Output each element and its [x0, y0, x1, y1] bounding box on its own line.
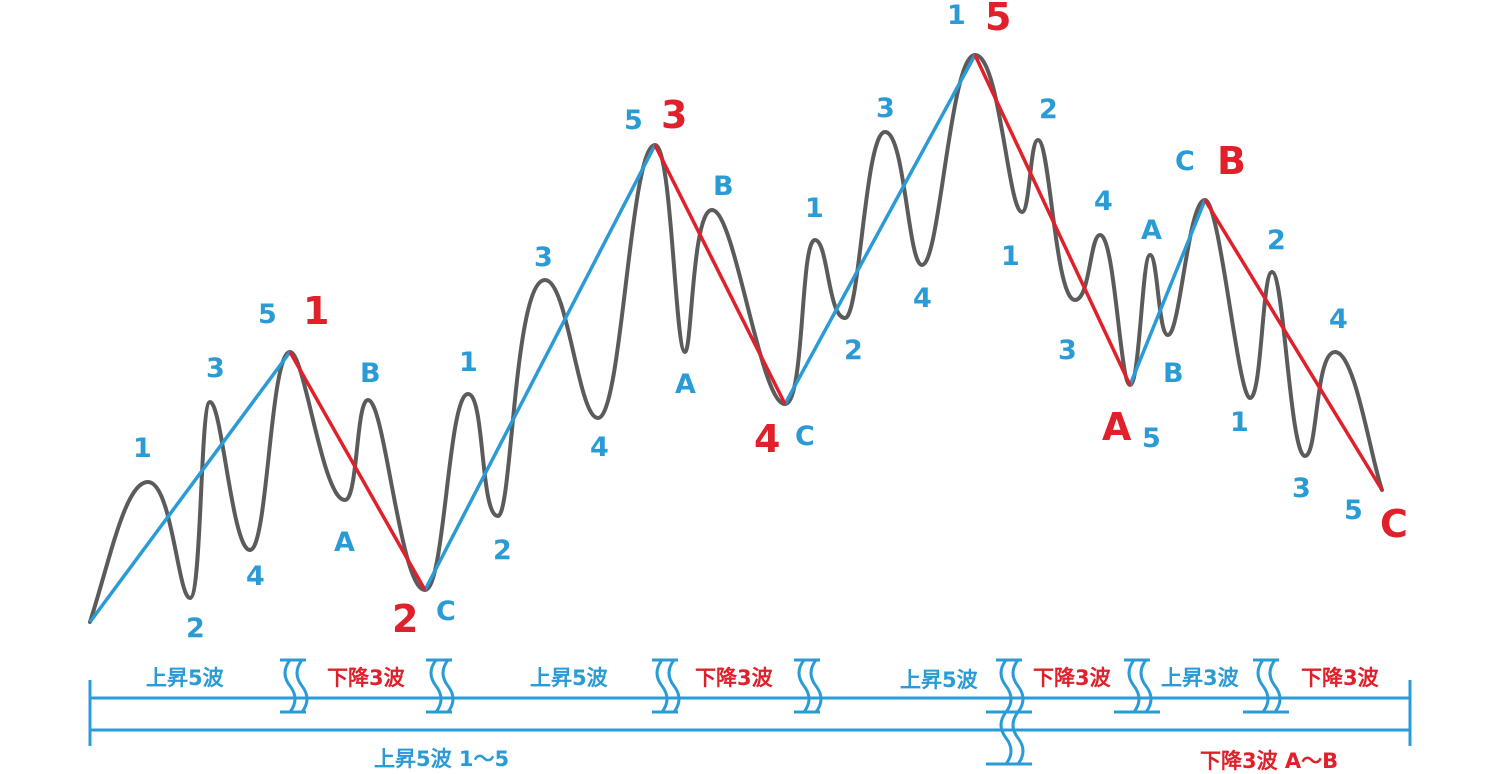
impulse-leg-2 — [288, 351, 427, 591]
corrective-leg-a — [973, 54, 1132, 386]
minor-label: A — [334, 527, 355, 558]
break-mark — [280, 658, 309, 714]
major-label: B — [1217, 139, 1246, 183]
break-mark — [426, 658, 455, 714]
minor-label: 3 — [1058, 335, 1077, 366]
minor-label: 3 — [1292, 473, 1311, 504]
minor-label: 5 — [1344, 495, 1363, 526]
minor-label: 3 — [534, 242, 553, 273]
break-mark — [794, 658, 823, 714]
minor-label: C — [436, 596, 456, 627]
timeline-label-up: 上昇5波 — [146, 666, 225, 690]
break-mark — [1243, 658, 1289, 714]
minor-label: 1 — [133, 433, 152, 464]
minor-label: A — [1141, 215, 1162, 246]
corrective-leg-c — [1203, 199, 1384, 491]
minor-label: 4 — [913, 283, 932, 314]
sub-wave-curve — [88, 53, 1384, 624]
major-label: C — [1380, 502, 1408, 546]
minor-label: 5 — [258, 299, 277, 330]
minor-label: A — [675, 369, 696, 400]
minor-label: 2 — [186, 613, 205, 644]
break-markers — [280, 658, 1289, 766]
minor-label: B — [1163, 358, 1184, 389]
major-label: 1 — [303, 289, 329, 333]
minor-label: 4 — [246, 561, 265, 592]
timeline — [88, 680, 1412, 746]
minor-label: 2 — [844, 335, 863, 366]
timeline-label-down: 下降3波 — [1033, 666, 1112, 690]
timeline-label-up: 上昇5波 — [900, 668, 979, 692]
timeline-label-total-up: 上昇5波 1〜5 — [374, 747, 509, 771]
major-label: A — [1102, 405, 1132, 449]
minor-label: 1 — [805, 193, 824, 224]
timeline-label-total-down: 下降3波 A〜B — [1200, 749, 1338, 773]
minor-label: 2 — [1267, 225, 1286, 256]
timeline-label-down: 下降3波 — [327, 666, 406, 690]
major-label: 2 — [392, 597, 418, 641]
minor-label: 5 — [624, 105, 643, 136]
break-mark — [652, 658, 681, 714]
minor-label: C — [795, 421, 815, 452]
minor-label: 1 — [1001, 241, 1020, 272]
major-label: 3 — [661, 93, 687, 137]
impulse-leg-4 — [653, 144, 787, 405]
minor-label: 4 — [1094, 186, 1113, 217]
impulse-leg-5 — [783, 54, 977, 405]
timeline-label-up: 上昇5波 — [530, 666, 609, 690]
corrective-leg-b — [1128, 199, 1207, 386]
major-label: 5 — [985, 0, 1011, 39]
minor-label: 1 — [947, 0, 966, 31]
major-label: 4 — [754, 417, 780, 461]
minor-label: 3 — [206, 353, 225, 384]
break-mark — [986, 658, 1032, 766]
timeline-label-up: 上昇3波 — [1161, 666, 1240, 690]
impulse-leg-1 — [88, 350, 292, 624]
break-mark — [1114, 658, 1160, 714]
minor-label: C — [1175, 146, 1195, 177]
minor-label: 2 — [493, 535, 512, 566]
minor-label: 5 — [1142, 423, 1161, 454]
minor-label: 2 — [1039, 94, 1058, 125]
minor-label: 1 — [459, 347, 478, 378]
timeline-label-down: 下降3波 — [695, 666, 774, 690]
minor-label: 4 — [590, 432, 609, 463]
minor-label: 3 — [876, 93, 895, 124]
minor-label: 1 — [1230, 407, 1249, 438]
minor-label: 4 — [1329, 304, 1348, 335]
impulse-leg-3 — [423, 144, 657, 591]
minor-label: B — [360, 358, 381, 389]
minor-label: B — [713, 171, 734, 202]
timeline-label-down: 下降3波 — [1301, 666, 1380, 690]
